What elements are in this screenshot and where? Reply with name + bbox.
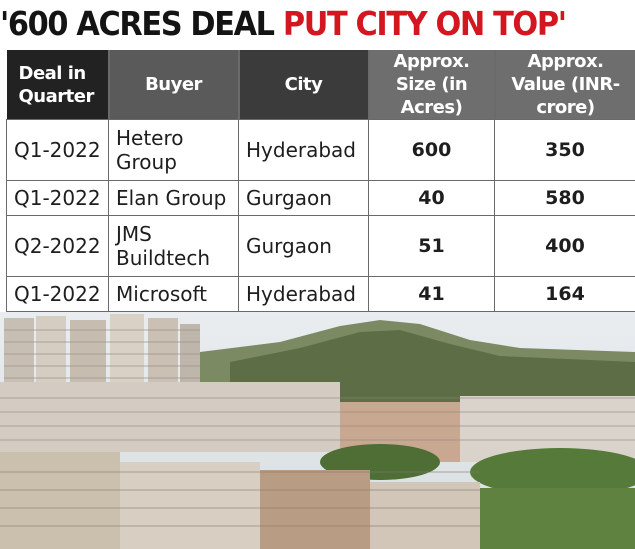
cell-quarter: Q1-2022 [6, 276, 109, 312]
header-city: City [238, 50, 370, 120]
header-size-text: Approx. Size (in Acres) [393, 51, 470, 118]
deals-table: Deal in Quarter Buyer City Approx. Size … [6, 50, 635, 312]
cell-city: Gurgaon [238, 180, 369, 216]
header-value: Approx. Value (INR-crore) [494, 50, 635, 120]
cell-city: Hyderabad [238, 119, 369, 181]
table-row: Q2-2022 JMS Buildtech Gurgaon 51 400 [6, 215, 635, 277]
cell-value: 350 [494, 119, 635, 181]
header-value-text: Approx. Value (INR-crore) [511, 51, 620, 118]
cell-city: Gurgaon [238, 215, 369, 277]
cell-size: 41 [368, 276, 495, 312]
headline-red-text: PUT CITY ON TOP' [282, 4, 567, 43]
cell-buyer: Hetero Group [108, 119, 239, 181]
cell-size: 40 [368, 180, 495, 216]
cell-value: 164 [494, 276, 635, 312]
headline: '600 ACRES DEAL PUT CITY ON TOP' [0, 0, 584, 48]
cell-value: 580 [494, 180, 635, 216]
table-header-row: Deal in Quarter Buyer City Approx. Size … [6, 50, 635, 120]
cell-quarter: Q2-2022 [6, 215, 109, 277]
table-row: Q1-2022 Hetero Group Hyderabad 600 350 [6, 119, 635, 181]
cell-size: 600 [368, 119, 495, 181]
headline-black-text: '600 ACRES DEAL [0, 4, 283, 43]
table-row: Q1-2022 Microsoft Hyderabad 41 164 [6, 276, 635, 312]
cell-quarter: Q1-2022 [6, 119, 109, 181]
cell-buyer: Elan Group [108, 180, 239, 216]
cell-size: 51 [368, 215, 495, 277]
header-buyer: Buyer [108, 50, 240, 120]
cell-city: Hyderabad [238, 276, 369, 312]
header-deal-quarter: Deal in Quarter [6, 50, 110, 120]
header-size: Approx. Size (in Acres) [368, 50, 496, 120]
cell-quarter: Q1-2022 [6, 180, 109, 216]
city-skyline-photo [0, 312, 635, 549]
cell-buyer: Microsoft [108, 276, 239, 312]
cell-buyer: JMS Buildtech [108, 215, 239, 277]
table-row: Q1-2022 Elan Group Gurgaon 40 580 [6, 180, 635, 216]
cell-value: 400 [494, 215, 635, 277]
